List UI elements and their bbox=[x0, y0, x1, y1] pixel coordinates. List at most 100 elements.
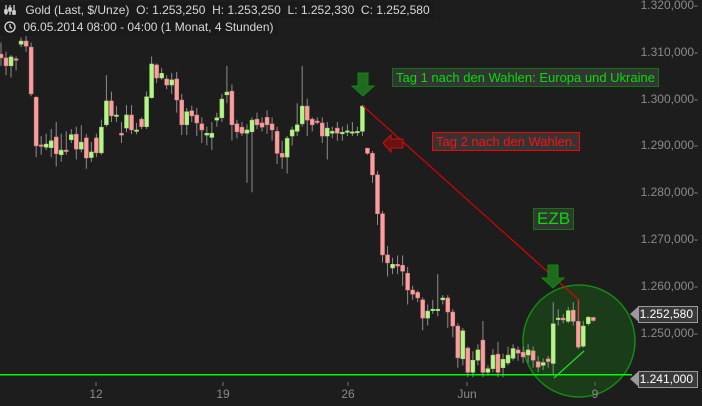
candle-up bbox=[440, 297, 446, 301]
candle-down bbox=[335, 127, 340, 134]
candle-down bbox=[591, 317, 596, 321]
candle-down bbox=[154, 64, 159, 79]
y-tick-label: 1.280,000- bbox=[640, 185, 698, 200]
clock-icon[interactable] bbox=[4, 21, 16, 33]
candle-down bbox=[405, 272, 410, 291]
support-level-tag: 1.241,000 bbox=[630, 371, 698, 388]
candle-up bbox=[510, 348, 516, 359]
left-arrow-icon bbox=[382, 133, 404, 154]
candle-down bbox=[530, 350, 536, 361]
candle-up bbox=[43, 143, 49, 148]
candle-down bbox=[420, 299, 425, 319]
indicator-icon[interactable] bbox=[4, 4, 18, 16]
period-text: 06.05.2014 08:00 - 04:00 (1 Monat, 4 Stu… bbox=[23, 20, 274, 34]
candle-up bbox=[390, 264, 395, 269]
candle-up bbox=[214, 117, 220, 121]
candle-down bbox=[139, 118, 144, 127]
candle-down bbox=[53, 136, 59, 155]
candle-up bbox=[224, 91, 230, 96]
y-tick-label: 1.300,000- bbox=[640, 91, 698, 106]
candle-down bbox=[28, 46, 34, 95]
candle-down bbox=[410, 289, 415, 295]
candle-down bbox=[254, 118, 260, 126]
downtrend-line bbox=[362, 105, 580, 301]
candle-up bbox=[581, 325, 586, 347]
candle-up bbox=[425, 310, 430, 319]
candle-down bbox=[74, 133, 79, 150]
annotation-tag1[interactable]: Tag 1 nach den Wahlen: Europa und Ukrain… bbox=[392, 68, 659, 87]
candle-down bbox=[535, 361, 541, 368]
candle-up bbox=[204, 132, 210, 136]
candle-down bbox=[445, 297, 451, 313]
open-value: O: 1.253,250 bbox=[136, 3, 206, 17]
candle-down bbox=[229, 90, 235, 126]
candle-down bbox=[545, 358, 551, 362]
candle-down bbox=[365, 147, 370, 154]
candle-down bbox=[515, 349, 521, 354]
candle-up bbox=[355, 131, 360, 134]
chart-header: Gold (Last, $/Unze) O: 1.253,250 H: 1.25… bbox=[0, 2, 434, 19]
candle-up bbox=[360, 105, 365, 132]
candle-down bbox=[560, 317, 566, 321]
annotation-tag2[interactable]: Tag 2 nach den Wahlen. bbox=[432, 132, 580, 151]
candle-up bbox=[18, 40, 24, 45]
candle-down bbox=[164, 78, 169, 86]
candle-up bbox=[435, 308, 440, 311]
candle-down bbox=[189, 110, 195, 117]
x-tick-label: 19 bbox=[216, 387, 230, 401]
candle-up bbox=[149, 63, 154, 98]
y-tick-label: 1.320,000- bbox=[640, 0, 698, 12]
candle-up bbox=[169, 79, 174, 86]
y-tick-label: 1.260,000- bbox=[640, 278, 698, 293]
candle-up bbox=[89, 151, 94, 158]
candle-down bbox=[415, 292, 420, 299]
y-tick-label: 1.250,000- bbox=[640, 325, 698, 340]
x-tick-label: 12 bbox=[89, 387, 103, 401]
candle-up bbox=[209, 132, 215, 138]
candle-down bbox=[576, 321, 581, 348]
down-arrow-icon bbox=[350, 72, 376, 97]
x-tick-label: 9 bbox=[591, 387, 599, 401]
candle-up bbox=[586, 316, 591, 324]
candle-down bbox=[13, 58, 19, 61]
candle-up bbox=[550, 323, 556, 364]
candle-up bbox=[345, 130, 350, 133]
candle-down bbox=[450, 311, 456, 327]
high-value: H: 1.253,250 bbox=[212, 3, 281, 17]
candle-down bbox=[38, 144, 44, 147]
candle-up bbox=[48, 140, 54, 148]
candle-down bbox=[455, 325, 461, 359]
candle-down bbox=[309, 118, 315, 126]
candle-up bbox=[104, 100, 109, 126]
candle-down bbox=[84, 137, 89, 159]
candle-down bbox=[520, 352, 526, 358]
candle-up bbox=[566, 310, 571, 322]
candle-up bbox=[555, 317, 561, 320]
candle-up bbox=[350, 131, 355, 134]
close-value: C: 1.252,580 bbox=[360, 3, 430, 17]
candle-down bbox=[320, 122, 325, 137]
candle-up bbox=[114, 114, 119, 117]
candle-down bbox=[109, 100, 114, 117]
annotation-ezb[interactable]: EZB bbox=[533, 208, 575, 230]
candle-up bbox=[294, 124, 300, 132]
candle-down bbox=[64, 149, 69, 152]
candle-down bbox=[395, 264, 400, 267]
candle-down bbox=[465, 347, 471, 373]
candle-up bbox=[249, 119, 255, 133]
candle-up bbox=[159, 73, 164, 79]
candle-down bbox=[495, 353, 501, 373]
candle-up bbox=[8, 56, 14, 67]
candle-down bbox=[119, 132, 124, 136]
uptrend-line bbox=[553, 350, 585, 379]
candle-up bbox=[460, 330, 466, 360]
candle-up bbox=[124, 114, 129, 129]
candle-down bbox=[571, 309, 576, 322]
last-price-tag: 1.252,580 bbox=[630, 306, 698, 323]
candle-up bbox=[244, 129, 250, 134]
candle-down bbox=[129, 114, 134, 131]
down-arrow-icon bbox=[540, 264, 566, 289]
candle-up bbox=[134, 129, 139, 132]
candle-up bbox=[500, 359, 506, 368]
